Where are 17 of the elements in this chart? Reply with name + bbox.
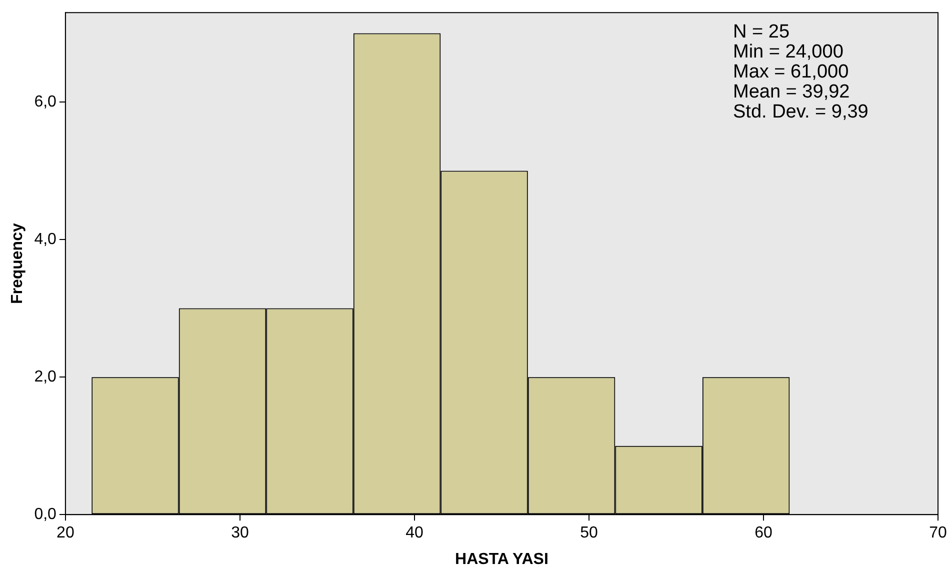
x-tick-label: 30 (231, 524, 249, 542)
y-axis-title: Frequency (9, 223, 26, 304)
annotation: Mean = 39,92 (733, 81, 850, 102)
y-tick-label: 2,0 (34, 368, 57, 386)
y-tick-label: 0,0 (34, 506, 57, 524)
x-tick-label: 40 (406, 524, 424, 542)
annotation: Std. Dev. = 9,39 (733, 101, 868, 122)
annotation: N = 25 (733, 21, 790, 42)
annotation: Min = 24,000 (733, 41, 844, 62)
x-tick-label: 50 (580, 524, 598, 542)
y-tick-label: 6,0 (34, 93, 57, 110)
x-axis-title: HASTA YASI (455, 550, 548, 568)
x-tick-label: 60 (754, 524, 772, 542)
x-tick-label: 20 (56, 524, 74, 542)
x-tick-label: 70 (929, 524, 947, 542)
annotation: Max = 61,000 (733, 61, 849, 82)
y-tick-label: 4,0 (34, 230, 57, 248)
